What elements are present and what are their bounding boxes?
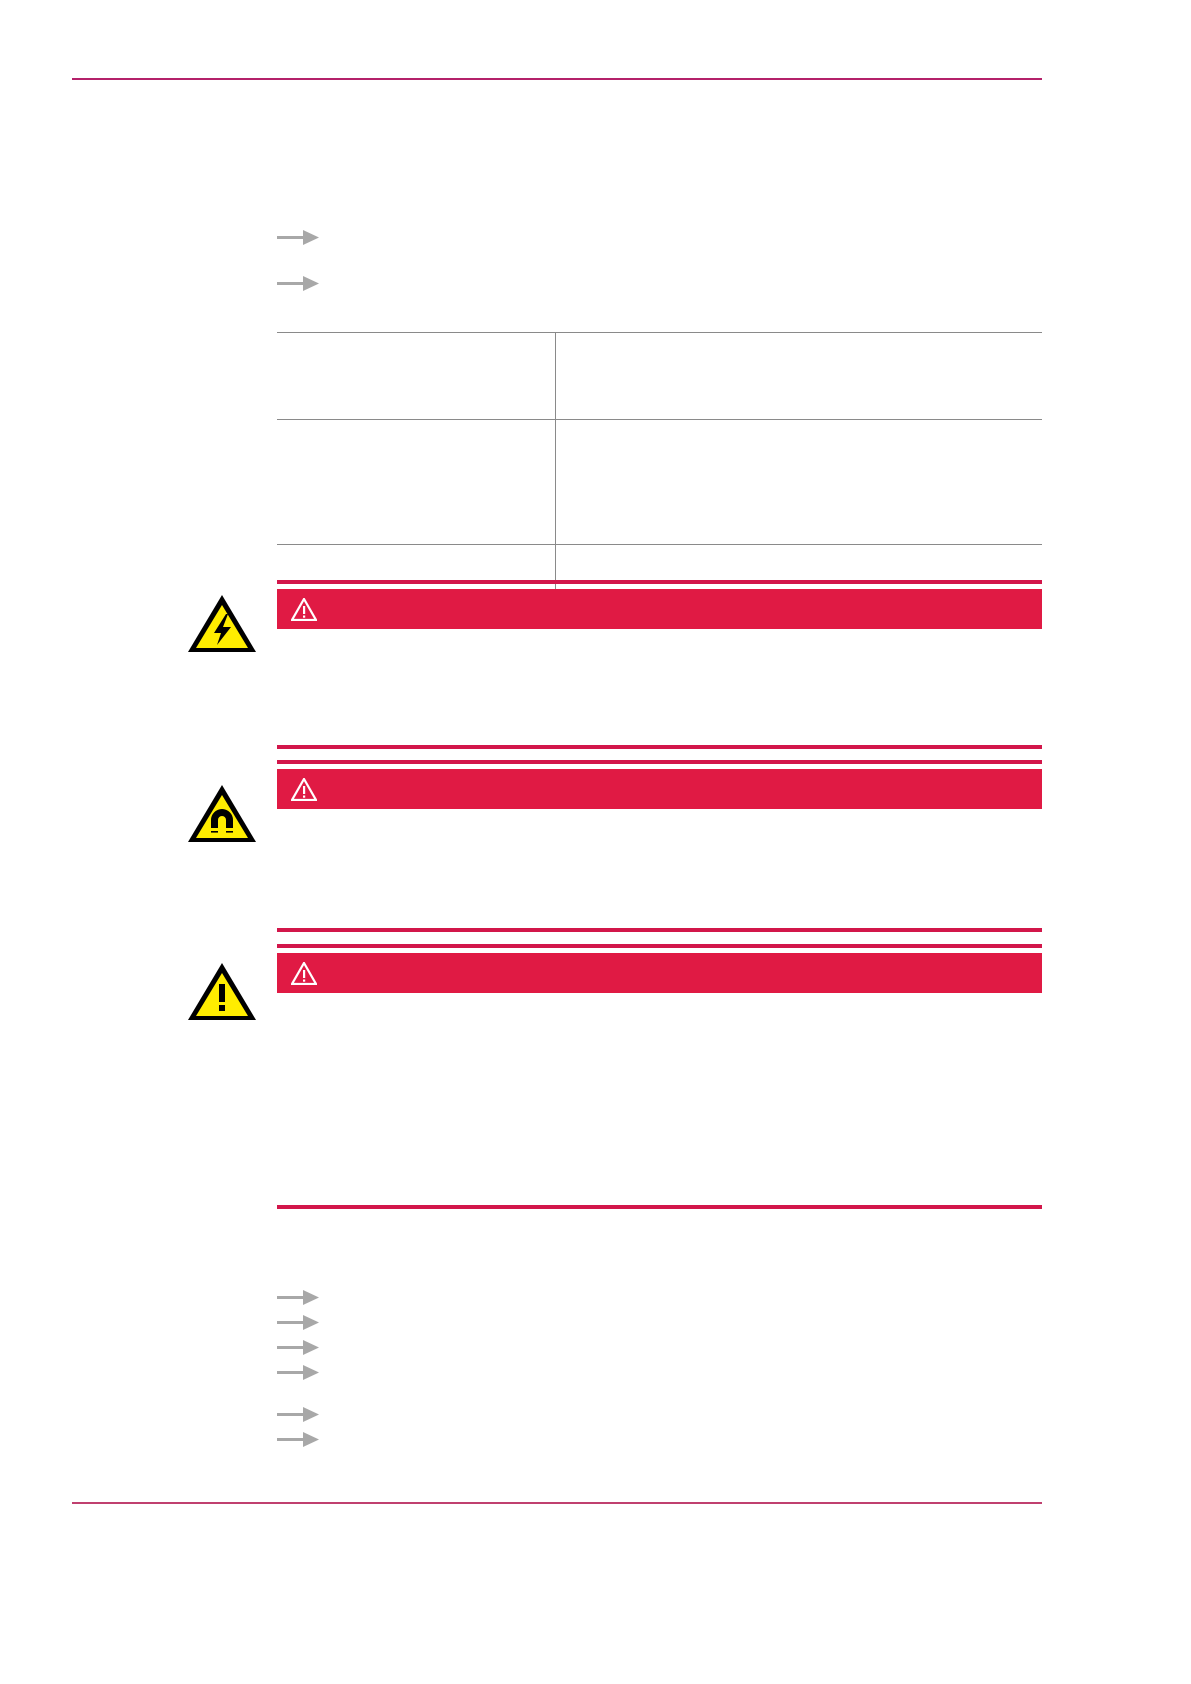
warning-rule-top bbox=[277, 944, 1042, 948]
warning-banner bbox=[277, 953, 1042, 993]
table-cell-right bbox=[555, 332, 1042, 420]
header-rule bbox=[72, 78, 1042, 80]
list-item bbox=[277, 1405, 327, 1423]
list-item bbox=[277, 1288, 327, 1306]
warning-triangle-icon bbox=[291, 961, 317, 985]
list-item bbox=[277, 1430, 327, 1448]
warning-triangle-icon bbox=[291, 777, 317, 801]
arrow-right-icon bbox=[277, 1363, 321, 1381]
warning-triangle-icon bbox=[291, 597, 317, 621]
arrow-right-icon bbox=[277, 228, 321, 246]
list-item bbox=[277, 1313, 327, 1331]
arrow-right-icon bbox=[277, 1288, 321, 1306]
arrow-right-icon bbox=[277, 1405, 321, 1423]
warning-block-electric-shock bbox=[277, 580, 1042, 641]
arrow-right-icon bbox=[277, 1313, 321, 1331]
table-cell-left bbox=[277, 332, 556, 420]
arrow-right-icon bbox=[277, 274, 321, 292]
warning-banner bbox=[277, 769, 1042, 809]
section-divider-rule bbox=[277, 1205, 1042, 1209]
warning-body bbox=[277, 809, 1042, 821]
arrow-right-icon bbox=[277, 1338, 321, 1356]
table-cell-right bbox=[555, 419, 1042, 545]
arrow-right-icon bbox=[277, 1430, 321, 1448]
warning-rule-top bbox=[277, 580, 1042, 584]
warning-rule-top bbox=[277, 760, 1042, 764]
spec-table bbox=[277, 332, 1042, 600]
list-item bbox=[277, 1338, 327, 1356]
list-item bbox=[277, 1363, 327, 1381]
warning-banner bbox=[277, 589, 1042, 629]
general-warning-icon bbox=[186, 960, 258, 1024]
list-item bbox=[277, 228, 327, 246]
footer-rule bbox=[72, 1502, 1042, 1504]
magnetic-field-icon bbox=[186, 782, 258, 846]
warning-block-magnetic-field bbox=[277, 760, 1042, 821]
electric-shock-icon bbox=[186, 592, 258, 656]
table-row bbox=[277, 419, 1042, 545]
list-item bbox=[277, 274, 327, 292]
warning-body bbox=[277, 993, 1042, 1005]
warning-block-general bbox=[277, 944, 1042, 1005]
warning-body bbox=[277, 629, 1042, 641]
warning-close-rule-electric-shock bbox=[277, 745, 1042, 749]
table-cell-left bbox=[277, 419, 556, 545]
table-row bbox=[277, 332, 1042, 420]
warning-close-rule-magnetic-field bbox=[277, 928, 1042, 932]
